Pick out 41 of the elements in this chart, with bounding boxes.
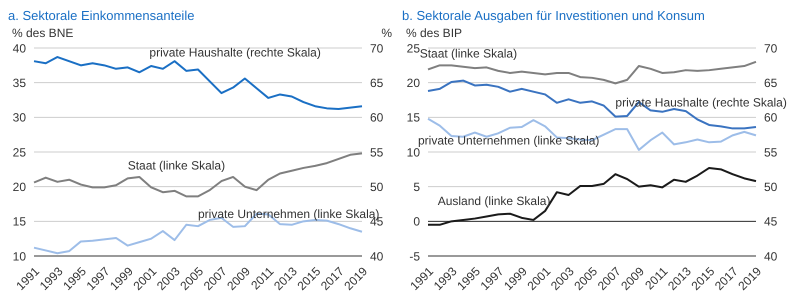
y2-tick-label: 50 [764,180,778,194]
chart-title: a. Sektorale Einkommensanteile [8,8,196,25]
y2-tick-label: 65 [764,76,778,90]
y-axis-title: % des BIP [406,26,462,40]
y2-tick-label: 55 [764,145,778,160]
y-tick-label: 5 [413,180,420,194]
y-tick-label: 15 [406,110,420,125]
y-tick-label: 25 [12,145,26,160]
y-tick-label: 20 [12,180,26,194]
y-tick-label: -5 [409,249,420,264]
series-label: Ausland (linke Skala) [438,194,550,208]
y-tick-label: 0 [413,214,420,229]
line-series [427,166,757,226]
y2-axis-title: % [381,26,392,40]
y-tick-label: 25 [406,41,420,56]
y2-tick-label: 65 [370,76,384,90]
series-label: private Haushalte (rechte Skala) [149,45,321,60]
y-tick-label: 15 [12,214,26,229]
series-label: private Unternehmen (linke Skala) [418,134,600,148]
y2-tick-label: 40 [764,249,778,264]
series-label: Staat (linke Skala) [128,158,226,172]
y-tick-label: 40 [12,41,26,56]
y-tick-label: 20 [406,76,420,90]
chart-title: b. Sektorale Ausgaben für Investitionen und Konsum [402,8,706,25]
y2-tick-label: 45 [764,214,778,229]
y2-tick-label: 50 [370,180,384,194]
line-series [427,60,757,84]
y-tick-label: 35 [12,76,26,90]
y2-tick-label: 70 [370,41,384,56]
y2-tick-label: 70 [764,41,778,56]
series-label: private Haushalte (rechte Skala) [615,96,787,110]
y2-tick-label: 55 [370,145,384,160]
y-tick-label: 10 [406,145,420,160]
y2-tick-label: 60 [370,110,384,125]
y2-tick-label: 40 [370,249,384,264]
y-tick-label: 30 [12,110,26,125]
y-tick-label: 10 [12,249,26,264]
y-axis-title: % des BNE [12,26,74,40]
y2-tick-label: 60 [764,110,778,125]
series-label: Staat (linke Skala) [420,46,518,60]
line-series [33,152,363,198]
